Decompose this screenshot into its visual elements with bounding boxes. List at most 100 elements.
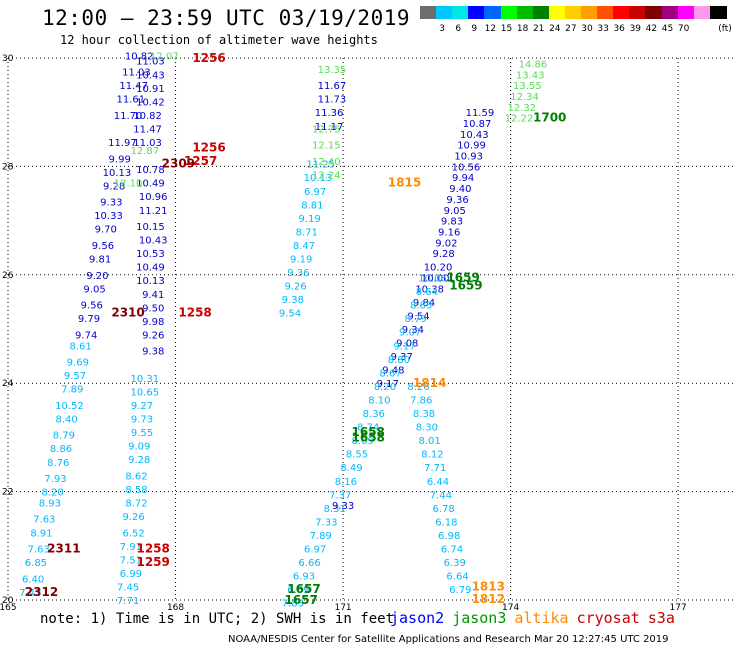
- scale-label: 3: [439, 24, 445, 34]
- scale-unit: (ft): [718, 24, 732, 34]
- y-tick-label: 28: [2, 162, 14, 172]
- pass-time-label: 1659: [446, 271, 479, 285]
- wave-height-label: 7.44: [430, 490, 452, 501]
- pass-time-label: 1256: [192, 51, 225, 65]
- wave-height-label: 6.40: [22, 574, 44, 585]
- pass-time-label: 2312: [25, 585, 58, 599]
- wave-height-label: 12.87: [131, 146, 160, 157]
- wave-height-label: 7.63: [28, 545, 50, 556]
- wave-height-label: 6.89: [287, 585, 309, 596]
- scale-label: 12: [484, 24, 497, 34]
- wave-height-label: 9.84: [413, 298, 435, 309]
- scale-label: 33: [597, 24, 609, 34]
- wave-height-label: 9.55: [131, 428, 153, 439]
- wave-height-label: 9.26: [142, 330, 164, 341]
- wave-height-label: 8.79: [405, 314, 427, 325]
- pass-time-label: 1700: [533, 111, 566, 125]
- wave-height-label: 8.85: [410, 301, 432, 312]
- wave-height-label: 6.66: [298, 558, 320, 569]
- wave-height-label: 9.09: [128, 442, 150, 453]
- legend-jason2: jason2: [390, 609, 445, 627]
- pass-time-label: 1814: [413, 376, 446, 390]
- wave-height-label: 8.80: [388, 355, 410, 366]
- wave-height-label: 14.86: [519, 59, 548, 70]
- wave-height-label: 8.62: [125, 471, 147, 482]
- wave-height-label: 8.93: [39, 498, 61, 509]
- wave-height-label: 8.67: [379, 368, 401, 379]
- wave-height-label: 12.32: [507, 103, 536, 114]
- pass-time-label: 1257: [184, 154, 217, 168]
- y-tick-label: 20: [2, 596, 14, 606]
- pass-time-label: 1258: [178, 306, 211, 320]
- wave-height-label: 6.44: [427, 477, 449, 488]
- scale-swatch: [484, 6, 502, 19]
- legend-s3a: s3a: [647, 609, 675, 627]
- wave-height-label: 8.72: [125, 498, 147, 509]
- scale-swatch: [548, 6, 566, 19]
- wave-height-label: 7.71: [424, 463, 446, 474]
- pass-time-label: 1259: [136, 555, 169, 569]
- wave-height-label: 11.67: [318, 81, 347, 92]
- wave-height-label: 9.27: [131, 401, 153, 412]
- wave-height-label: 6.78: [432, 504, 454, 515]
- wave-height-label: 12.34: [510, 92, 539, 103]
- scale-swatch: [709, 6, 727, 19]
- x-tick-label: 177: [670, 603, 687, 613]
- wave-height-label: 9.54: [407, 311, 429, 322]
- wave-height-label: 12.22: [505, 114, 534, 125]
- wave-height-label: 9.16: [438, 227, 460, 238]
- scale-swatch: [500, 6, 518, 19]
- pass-time-label: 1657: [287, 582, 320, 596]
- wave-height-label: 7.93: [44, 474, 66, 485]
- wave-height-label: 10.56: [452, 162, 481, 173]
- scale-label: 45: [661, 24, 674, 34]
- wave-height-label: 9.20: [86, 271, 108, 282]
- wave-height-label: 9.73: [131, 414, 153, 425]
- wave-height-label: 9.98: [142, 317, 164, 328]
- wave-height-label: 9.83: [441, 217, 463, 228]
- wave-height-label: 10.15: [136, 222, 165, 233]
- wave-height-label: 12.40: [312, 157, 341, 168]
- page-title: 12:00 – 23:59 UTC 03/19/2019: [42, 6, 411, 30]
- wave-height-label: 12.24: [312, 171, 341, 182]
- wave-height-label: 8.86: [50, 444, 72, 455]
- wave-height-label: 10.96: [139, 192, 168, 203]
- wave-height-label: 13.35: [318, 65, 347, 76]
- wave-height-label: 9.17: [377, 379, 399, 390]
- wave-height-label: 7.83: [282, 599, 304, 610]
- wave-height-label: 7.37: [329, 490, 351, 501]
- page-subtitle: 12 hour collection of altimeter wave hei…: [60, 33, 378, 47]
- wave-height-label: 11.73: [318, 95, 347, 106]
- pass-time-label: 1813: [472, 579, 505, 593]
- wave-height-label: 9.33: [100, 198, 122, 209]
- wave-height-label: 9.38: [142, 347, 164, 358]
- wave-height-label: 9.28: [128, 455, 150, 466]
- wave-height-label: 11.61: [117, 95, 146, 106]
- wave-height-label: 10.33: [94, 211, 123, 222]
- pass-time-label: 1659: [449, 279, 482, 293]
- wave-height-label: 7.89: [61, 385, 83, 396]
- wave-height-label: 7.43: [19, 588, 41, 599]
- wave-height-label: 11.17: [315, 122, 344, 133]
- wave-height-label: 8.38: [413, 409, 435, 420]
- wave-height-label: 9.94: [452, 173, 474, 184]
- wave-height-label: 10.13: [136, 276, 165, 287]
- wave-height-label: 9.57: [64, 371, 86, 382]
- scale-swatch: [613, 6, 631, 19]
- pass-time-label: 1657: [284, 593, 317, 607]
- scale-label: 30: [581, 24, 593, 34]
- wave-height-label: 9.79: [78, 314, 100, 325]
- wave-height-label: 8.79: [53, 431, 75, 442]
- wave-height-label: 8.81: [301, 200, 323, 211]
- scale-label: 9: [471, 24, 478, 34]
- wave-height-label: 9.05: [444, 206, 466, 217]
- wave-height-label: 6.85: [25, 558, 47, 569]
- scale-swatch: [581, 6, 598, 19]
- wave-height-label: 11.47: [133, 124, 162, 135]
- pass-time-label: 1815: [388, 176, 421, 190]
- y-tick-label: 30: [2, 54, 14, 64]
- y-tick-label: 24: [2, 379, 14, 389]
- wave-height-label: 11.03: [122, 68, 151, 79]
- wave-height-label: 12.10: [114, 179, 143, 190]
